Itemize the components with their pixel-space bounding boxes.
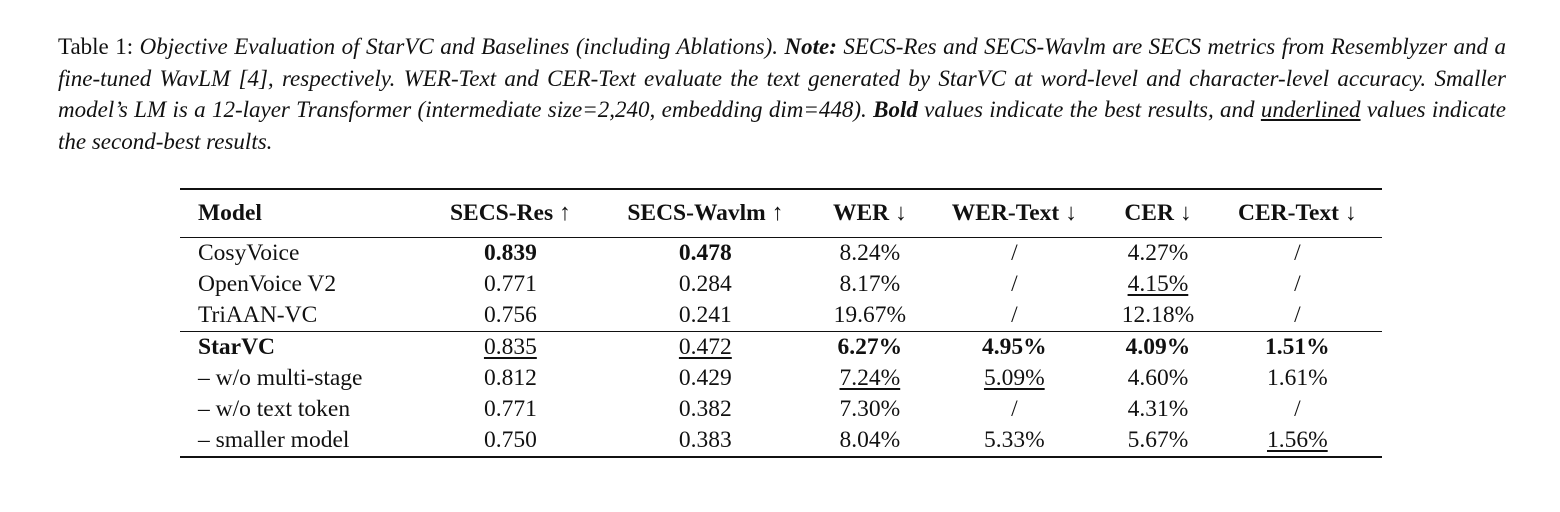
cell-secs-wavlm: 0.284: [678, 271, 732, 297]
cell-secs-wavlm: 0.382: [678, 396, 732, 422]
table-row: CosyVoice 0.839 0.478 8.24% / 4.27% /: [180, 237, 1382, 270]
cell-secs-res: 0.756: [483, 302, 537, 328]
caption-underlined-word: underlined: [1260, 97, 1361, 122]
cell-secs-wavlm: 0.241: [678, 302, 732, 328]
cell-cer: 12.18%: [1121, 302, 1195, 328]
cell-wer: 19.67%: [833, 302, 907, 328]
up-arrow-icon: ↑: [559, 200, 571, 226]
header-wer-text: WER-Text ↓: [925, 189, 1103, 238]
cell-wer: 8.04%: [839, 427, 901, 453]
cell-secs-res: 0.835: [424, 332, 596, 364]
cell-cer-text: /: [1294, 302, 1301, 328]
cell-wer-text: /: [1011, 396, 1018, 422]
cell-secs-wavlm: 0.472: [596, 332, 814, 364]
caption-mid-text: values indicate the best results, and: [924, 97, 1255, 122]
cell-cer: 4.15%: [1103, 269, 1212, 300]
header-cer-label: CER: [1124, 200, 1174, 226]
header-cer: CER ↓: [1103, 189, 1212, 238]
cell-wer-text: /: [1011, 240, 1018, 266]
cell-model: TriAAN-VC: [198, 302, 318, 328]
table-row: – smaller model 0.750 0.383 8.04% 5.33% …: [180, 425, 1382, 457]
cell-cer: 4.60%: [1127, 365, 1189, 391]
header-wer-text-label: WER-Text: [951, 200, 1060, 226]
cell-wer: 8.24%: [839, 240, 901, 266]
header-secs-res: SECS-Res ↑: [424, 189, 596, 238]
cell-wer-text: 4.95%: [982, 334, 1047, 360]
cell-model: – w/o multi-stage: [198, 365, 363, 391]
table-caption: Table 1: Objective Evaluation of StarVC …: [58, 31, 1506, 157]
up-arrow-icon: ↑: [771, 200, 784, 226]
cell-wer: 8.17%: [839, 271, 901, 297]
table-row: – w/o multi-stage 0.812 0.429 7.24% 5.09…: [180, 363, 1382, 394]
table-row: TriAAN-VC 0.756 0.241 19.67% / 12.18% /: [180, 300, 1382, 332]
caption-bold-word: Bold: [873, 97, 918, 122]
cell-secs-res: 0.750: [483, 427, 537, 453]
header-secs-res-label: SECS-Res: [449, 200, 554, 226]
cell-secs-wavlm: 0.383: [678, 427, 732, 453]
header-model: Model: [198, 200, 262, 226]
down-arrow-icon: ↓: [1065, 200, 1077, 226]
down-arrow-icon: ↓: [1179, 200, 1192, 226]
cell-model: – smaller model: [198, 427, 350, 453]
caption-note-label: Note:: [784, 34, 837, 59]
header-secs-wavlm: SECS-Wavlm ↑: [596, 189, 814, 238]
table-row: StarVC 0.835 0.472 6.27% 4.95% 4.09% 1.5…: [180, 331, 1382, 364]
cell-model: CosyVoice: [198, 240, 300, 266]
down-arrow-icon: ↓: [1344, 200, 1357, 226]
results-table: Model SECS-Res ↑ SECS-Wavlm ↑ WER ↓ WER-…: [180, 188, 1382, 458]
table-header-row: Model SECS-Res ↑ SECS-Wavlm ↑ WER ↓ WER-…: [180, 189, 1382, 238]
cell-secs-res: 0.839: [483, 240, 537, 266]
cell-secs-res-value: 0.835: [483, 334, 537, 360]
cell-secs-res: 0.771: [483, 396, 537, 422]
cell-wer-text: /: [1011, 271, 1018, 297]
cell-wer-text: /: [1011, 302, 1018, 328]
cell-wer-text-value: 5.09%: [983, 365, 1045, 391]
cell-cer: 5.67%: [1127, 427, 1189, 453]
header-cer-text: CER-Text ↓: [1213, 189, 1382, 238]
caption-end-text: values indicate the second-best results.: [58, 97, 1507, 154]
header-cer-text-label: CER-Text: [1238, 200, 1339, 226]
cell-model: StarVC: [198, 334, 276, 360]
cell-secs-res: 0.771: [483, 271, 537, 297]
cell-model: – w/o text token: [198, 396, 351, 422]
down-arrow-icon: ↓: [895, 200, 907, 226]
cell-cer: 4.27%: [1127, 240, 1189, 266]
header-wer-label: WER: [832, 200, 890, 226]
cell-wer: 7.30%: [839, 396, 901, 422]
cell-cer-text-value: 1.56%: [1266, 427, 1328, 453]
cell-secs-res: 0.812: [483, 365, 537, 391]
cell-model: OpenVoice V2: [198, 271, 337, 297]
cell-cer-text: /: [1294, 396, 1301, 422]
table-row: – w/o text token 0.771 0.382 7.30% / 4.3…: [180, 394, 1382, 425]
cell-cer: 4.09%: [1125, 334, 1191, 360]
cell-secs-wavlm: 0.478: [678, 240, 732, 266]
cell-cer-text: /: [1294, 271, 1301, 297]
header-secs-wavlm-label: SECS-Wavlm: [627, 200, 766, 226]
cell-wer-text: 5.09%: [925, 363, 1103, 394]
table-row: OpenVoice V2 0.771 0.284 8.17% / 4.15% /: [180, 269, 1382, 300]
cell-cer-text: 1.51%: [1265, 334, 1330, 360]
cell-wer-value: 7.24%: [839, 365, 901, 391]
cell-cer-text: 1.56%: [1213, 425, 1382, 457]
cell-cer-text: 1.61%: [1266, 365, 1328, 391]
cell-wer: 6.27%: [837, 334, 903, 360]
cell-cer: 4.31%: [1127, 396, 1189, 422]
cell-wer-text: 5.33%: [983, 427, 1045, 453]
cell-wer: 7.24%: [814, 363, 925, 394]
cell-secs-wavlm: 0.429: [678, 365, 732, 391]
header-wer: WER ↓: [814, 189, 925, 238]
cell-cer-value: 4.15%: [1127, 271, 1189, 297]
caption-note-text: SECS-Res and SECS-Wavlm are SECS metrics…: [58, 34, 1507, 122]
cell-secs-wavlm-value: 0.472: [678, 334, 732, 360]
cell-cer-text: /: [1294, 240, 1301, 266]
caption-title: Objective Evaluation of StarVC and Basel…: [139, 34, 779, 59]
caption-label: Table 1:: [58, 34, 134, 59]
